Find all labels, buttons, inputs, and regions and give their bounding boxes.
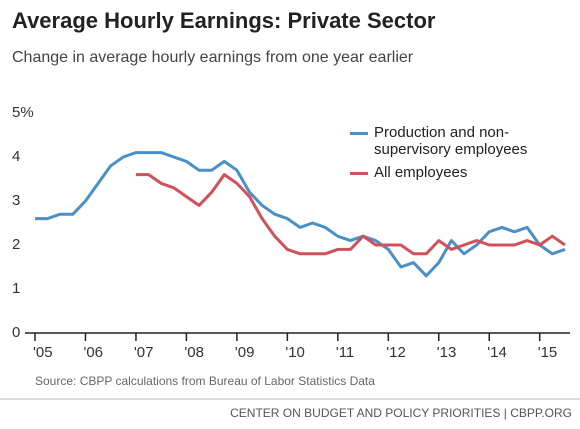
x-tick-label: '05 bbox=[33, 344, 53, 361]
x-tick-label: '12 bbox=[386, 344, 406, 361]
legend-item: All employees bbox=[350, 164, 550, 181]
x-tick-label: '07 bbox=[134, 344, 154, 361]
legend-label: All employees bbox=[374, 164, 468, 181]
x-tick-label: '11 bbox=[336, 344, 354, 361]
y-tick-label: 2 bbox=[12, 236, 20, 253]
y-tick-label: 1 bbox=[12, 280, 20, 297]
legend-swatch bbox=[350, 132, 368, 135]
x-tick-label: '15 bbox=[538, 344, 558, 361]
y-tick-label: 3 bbox=[12, 192, 20, 209]
footer: CENTER ON BUDGET AND POLICY PRIORITIES |… bbox=[230, 406, 572, 420]
legend-swatch bbox=[350, 172, 368, 175]
x-tick-label: '08 bbox=[184, 344, 204, 361]
y-tick-label: 0 bbox=[12, 324, 20, 341]
chart-subtitle: Change in average hourly earnings from o… bbox=[12, 49, 414, 66]
legend: Production and non-supervisory employees… bbox=[350, 124, 550, 187]
series-line bbox=[135, 173, 566, 256]
source-note: Source: CBPP calculations from Bureau of… bbox=[35, 374, 375, 388]
chart-title: Average Hourly Earnings: Private Sector bbox=[12, 8, 436, 33]
x-tick-label: '10 bbox=[285, 344, 305, 361]
legend-label: Production and non-supervisory employees bbox=[374, 124, 528, 158]
x-tick-label: '13 bbox=[437, 344, 457, 361]
series-line bbox=[35, 151, 566, 278]
x-tick-label: '14 bbox=[487, 344, 507, 361]
x-tick-label: '09 bbox=[235, 344, 255, 361]
x-tick-label: '06 bbox=[83, 344, 103, 361]
legend-item: Production and non-supervisory employees bbox=[350, 124, 550, 158]
y-tick-label: 4 bbox=[12, 148, 20, 165]
y-tick-label: 5% bbox=[12, 104, 34, 121]
